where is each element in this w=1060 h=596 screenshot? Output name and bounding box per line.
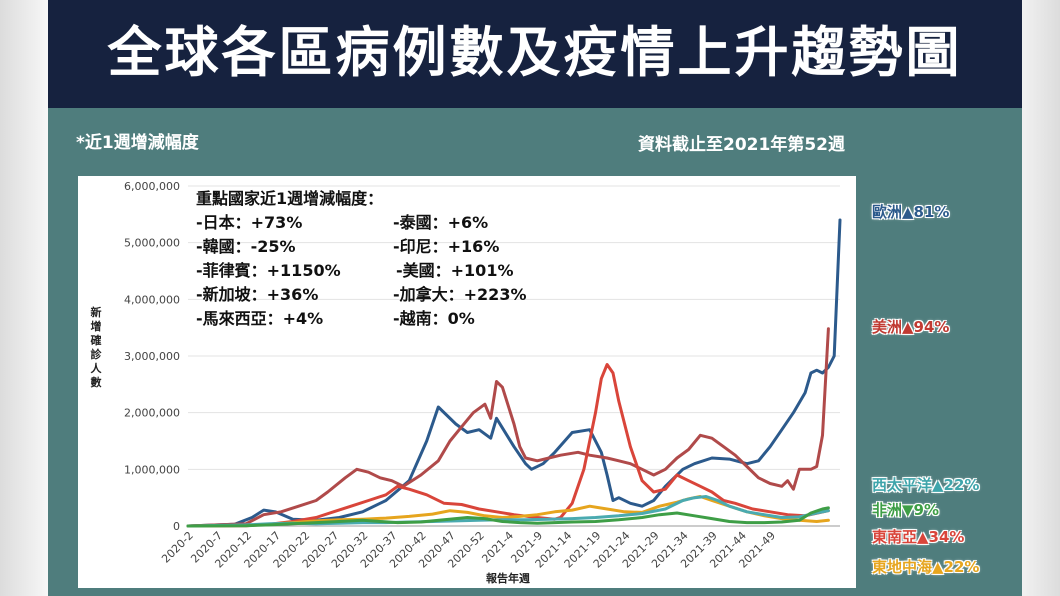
series-line-東南亞 <box>186 363 830 528</box>
y-tick-label: 6,000,000 <box>124 180 180 193</box>
x-tick-label: 2021-4 <box>479 529 516 566</box>
y-tick-label: 3,000,000 <box>124 350 180 363</box>
callout-item-vietnam: -越南：0% <box>393 309 475 328</box>
callout-item-korea: -韓國：-25% <box>196 237 296 256</box>
x-axis-label: 報告年週 <box>486 571 530 585</box>
series-lines <box>186 218 842 528</box>
callout-item-japan: -日本：+73% <box>196 213 302 232</box>
legend-label-europe: 歐洲▲81% <box>872 203 950 221</box>
legend-label-africa: 非洲▼9% <box>872 501 940 519</box>
y-tick-label: 5,000,000 <box>124 237 180 250</box>
callout-heading: 重點國家近1週增減幅度： <box>196 189 383 208</box>
callout-item-philippines: -菲律賓：+1150% <box>196 261 341 280</box>
y-tick-label: 4,000,000 <box>124 293 180 306</box>
legend-label-americas: 美洲▲94% <box>872 318 950 336</box>
legend-label-southeast-asia: 東南亞▲34% <box>872 528 965 546</box>
legend-label-western-pacific: 西太平洋▲22% <box>872 476 980 494</box>
left-margin-shade <box>0 0 48 596</box>
callout-item-usa: -美國：+101% <box>396 261 513 280</box>
series-line-非洲 <box>186 506 830 528</box>
series-line-美洲 <box>186 327 830 528</box>
legend-label-eastern-mediterranean: 東地中海▲22% <box>872 558 980 576</box>
line-chart: 0 1,000,000 2,000,000 3,000,000 4,000,000 5,0… <box>91 180 842 585</box>
title-bar: 全球各區病例數及疫情上升趨勢圖 <box>48 0 1022 108</box>
page-title: 全球各區病例數及疫情上升趨勢圖 <box>107 21 963 84</box>
x-tick-label: 2020-2 <box>159 529 196 566</box>
infographic-panel: 全球各區病例數及疫情上升趨勢圖 *近1週增減幅度 資料截止至2021年第52週 … <box>48 0 1022 596</box>
country-change-callout: 重點國家近1週增減幅度： -日本：+73% -泰國：+6% -韓國：-25% -… <box>196 189 526 328</box>
callout-item-canada: -加拿大：+223% <box>393 285 526 304</box>
callout-item-singapore: -新加坡：+36% <box>196 285 318 304</box>
y-tick-label: 1,000,000 <box>124 463 180 476</box>
callout-item-thailand: -泰國：+6% <box>393 213 488 232</box>
chart-area: 0 1,000,000 2,000,000 3,000,000 4,000,000 5,0… <box>78 176 856 588</box>
series-line-西太平洋 <box>186 495 830 528</box>
series-line-歐洲 <box>186 218 842 528</box>
callout-item-malaysia: -馬來西亞：+4% <box>196 309 323 328</box>
y-tick-labels: 0 1,000,000 2,000,000 3,000,000 4,000,000 5,0… <box>124 180 180 533</box>
y-tick-label: 2,000,000 <box>124 407 180 420</box>
x-tick-labels: 2020-22020-72020-122020-172020-222020-27… <box>159 529 778 571</box>
grid-lines <box>188 185 840 527</box>
footnote-weekly-change: *近1週增減幅度 <box>76 133 199 153</box>
y-tick-label: 0 <box>173 520 180 533</box>
data-cutoff-note: 資料截止至2021年第52週 <box>638 135 845 155</box>
callout-item-indonesia: -印尼：+16% <box>393 237 499 256</box>
y-axis-label: 新增確診人數 <box>91 305 103 389</box>
